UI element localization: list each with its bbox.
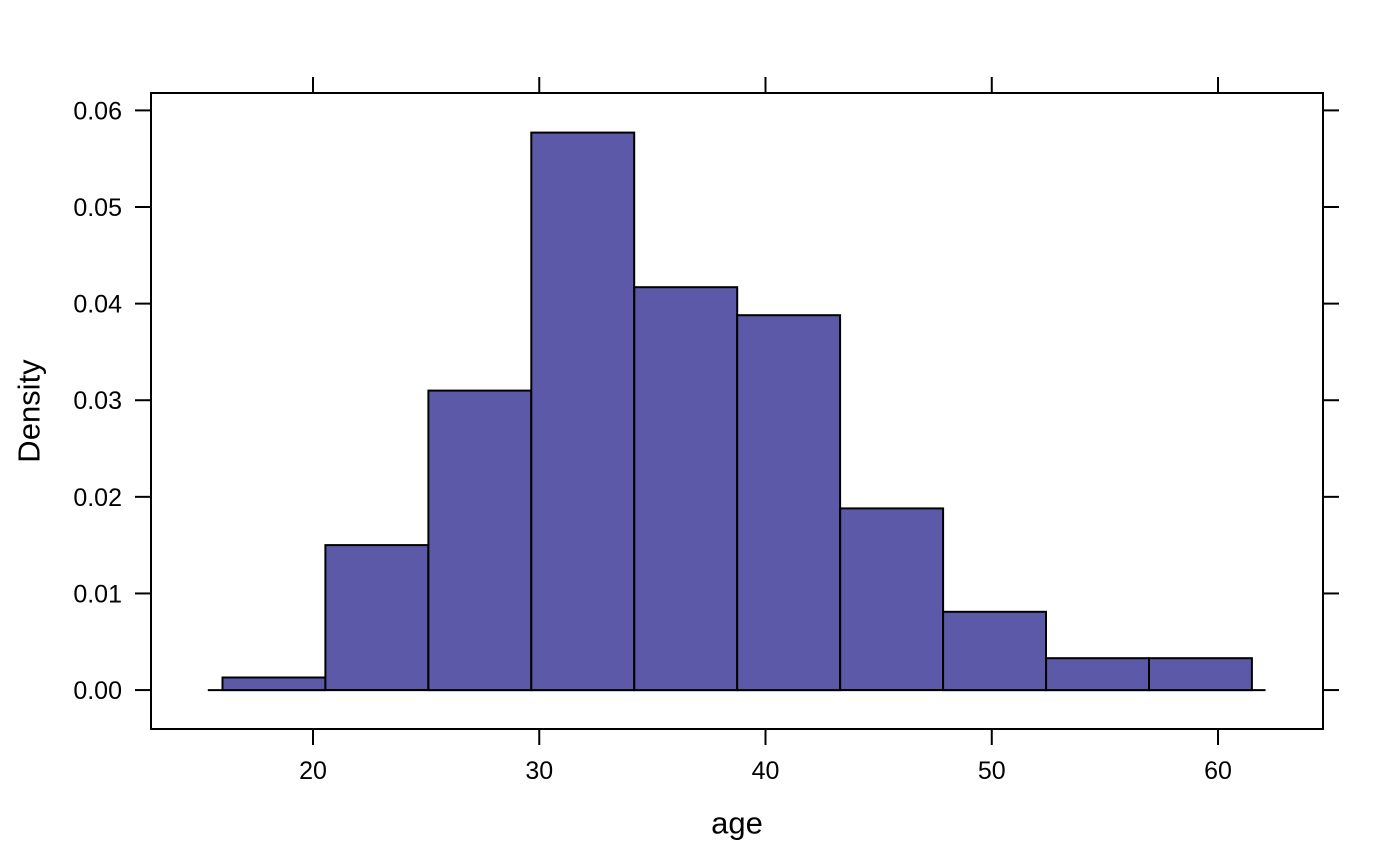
histogram-bar (1045, 657, 1150, 692)
x-tick-label: 50 (978, 757, 1006, 785)
histogram-bar (942, 610, 1047, 692)
histogram-bar (530, 131, 636, 692)
y-tick-label: 0.05 (73, 194, 122, 222)
y-tick-label: 0.01 (73, 580, 122, 608)
histogram-bar (427, 389, 533, 692)
x-tick-label: 60 (1204, 757, 1232, 785)
histogram-bar (736, 314, 842, 692)
histogram-bar (839, 507, 945, 691)
x-axis-title: age (711, 805, 763, 841)
y-tick-label: 0.04 (73, 291, 122, 319)
plot-frame (150, 92, 1324, 730)
y-tick-label: 0.00 (73, 677, 122, 705)
y-axis-title: Density (11, 359, 47, 463)
y-tick-label: 0.03 (73, 387, 122, 415)
x-tick-label: 40 (752, 757, 780, 785)
x-tick-label: 30 (525, 757, 553, 785)
x-tick-label: 20 (299, 757, 327, 785)
histogram-bar (1148, 657, 1253, 692)
histogram-bar (633, 286, 739, 692)
y-tick-label: 0.06 (73, 97, 122, 125)
histogram-bar (324, 544, 430, 691)
y-tick-label: 0.02 (73, 484, 122, 512)
histogram-bar (221, 676, 327, 692)
